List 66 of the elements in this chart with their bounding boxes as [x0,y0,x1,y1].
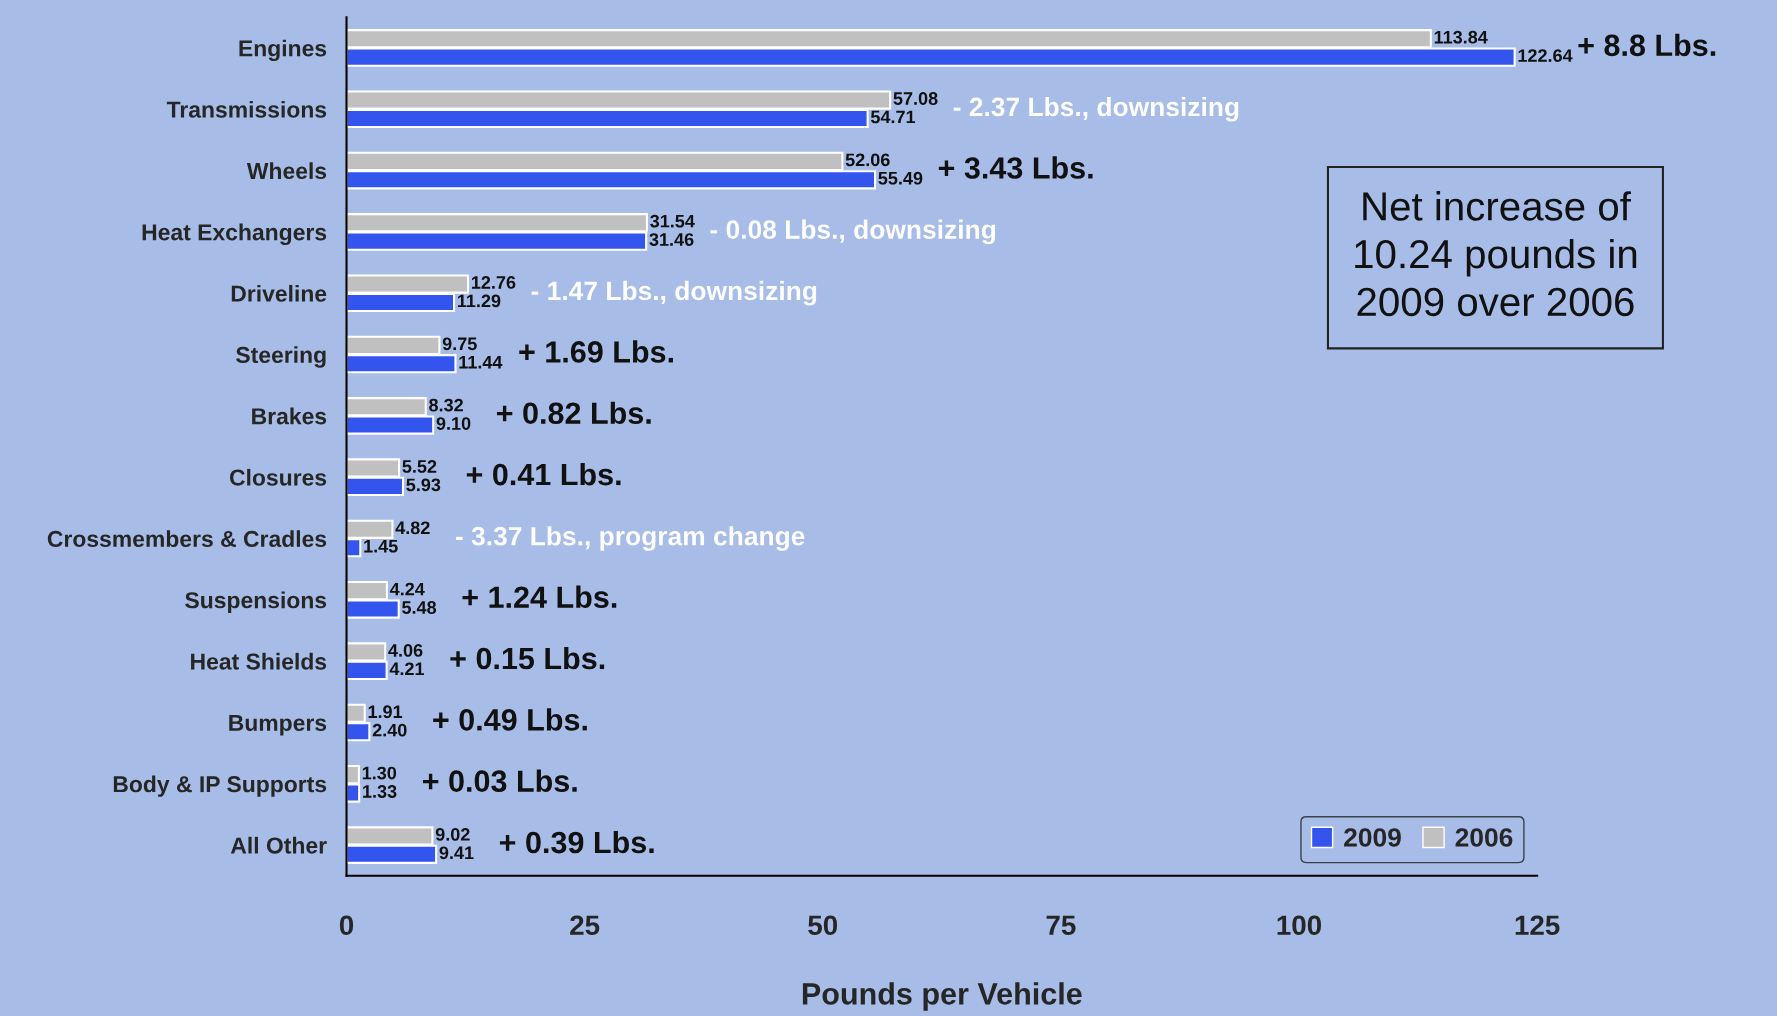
data-label: 4.21 [389,662,425,676]
annotation: - 1.47 Lbs., downsizing [531,280,817,306]
data-label: 11.44 [459,355,503,369]
x-axis-title: Pounds per Vehicle [802,982,1082,1011]
data-label: 1.91 [368,705,403,719]
annotation: + 0.49 Lbs. [433,708,587,731]
data-label: 31.46 [649,233,694,246]
legend-label: 2006 [1455,828,1513,847]
x-tick-label: 75 [1046,915,1076,936]
data-label: 57.08 [893,92,938,105]
data-label: 113.84 [1434,30,1488,44]
y-tick-label: Steering [236,346,326,368]
y-tick-label: Body & IP Supports [113,775,327,797]
y-tick-label: Engines [239,39,327,62]
y-tick-label: Driveline [231,284,327,302]
data-label: 4.06 [388,644,423,657]
annotation: + 1.69 Lbs. [519,340,673,363]
data-label: 5.48 [402,601,437,614]
y-tick-label: Closures [229,468,327,486]
y-tick-label: Bumpers [229,715,327,736]
y-tick-label: Transmissions [166,100,327,118]
y-tick-label: Wheels [246,162,327,180]
annotation: + 0.03 Lbs. [422,769,577,793]
data-label: 9.41 [439,846,474,860]
annotation: + 0.15 Lbs. [450,646,605,670]
data-label: 5.93 [406,478,441,492]
x-tick-label: 125 [1515,915,1560,936]
data-label: 9.75 [442,337,477,351]
data-label: 4.82 [395,521,430,535]
data-label: 11.29 [457,294,501,308]
annotation: + 3.43 Lbs. [938,156,1093,179]
annotation: + 0.41 Lbs. [466,462,621,486]
y-tick-label: Heat Exchangers [142,223,327,246]
annotation: + 0.39 Lbs. [499,830,654,854]
data-label: 9.02 [435,827,470,841]
data-label: 12.76 [471,276,516,289]
annotation: + 0.82 Lbs. [496,401,651,425]
y-tick-label: All Other [230,836,327,854]
annotation: - 0.08 Lbs., downsizing [710,219,996,245]
data-label: 1.33 [363,785,397,798]
annotation: Net increase of 10.24 pounds in 2009 over 2006 [1355,191,1637,317]
x-tick-label: 100 [1277,915,1322,936]
x-tick-label: 0 [339,915,354,936]
data-label: 4.24 [389,582,425,596]
y-tick-label: Suspensions [185,591,327,613]
y-tick-label: Crossmembers & Cradles [47,530,327,548]
data-label: 2.40 [372,723,407,737]
y-tick-label: Heat Shields [191,652,327,670]
data-label: 122.64 [1518,49,1573,62]
data-label: 55.49 [878,171,923,185]
x-tick-label: 50 [808,915,838,936]
annotation: + 8.8 Lbs. [1578,33,1716,57]
data-label: 52.06 [845,153,890,167]
x-tick-label: 25 [570,915,600,936]
annotation: - 2.37 Lbs., downsizing [953,96,1239,122]
data-label: 1.30 [362,766,397,780]
legend-label: 2009 [1344,828,1401,847]
data-label: 8.32 [429,398,463,412]
data-label: 54.71 [870,110,916,124]
data-label: 31.54 [650,214,695,228]
y-tick-label: Brakes [252,407,327,425]
data-label: 5.52 [402,460,437,473]
data-label: 9.10 [436,417,471,430]
data-label: 1.45 [364,539,398,553]
annotation: - 3.37 Lbs., program change [455,526,805,551]
annotation: + 1.24 Lbs. [462,585,617,609]
